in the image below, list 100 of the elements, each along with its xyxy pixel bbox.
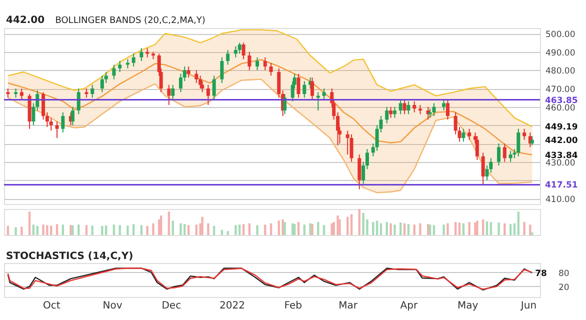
- bar: [112, 224, 116, 235]
- bar: [338, 219, 341, 235]
- bar: [46, 225, 48, 235]
- bar: [126, 226, 129, 235]
- candlestick: [412, 100, 416, 113]
- bar: [303, 224, 306, 235]
- bar: [207, 223, 210, 235]
- candlestick: [446, 99, 450, 120]
- candlestick: [392, 106, 396, 118]
- bar: [432, 225, 436, 235]
- bar: [394, 224, 396, 235]
- ref-line-label: 417.51: [545, 180, 578, 191]
- candlestick: [442, 99, 446, 111]
- bar: [118, 225, 121, 235]
- candlestick: [84, 88, 88, 98]
- candlestick: [502, 143, 506, 162]
- candlestick: [385, 106, 389, 124]
- bar: [264, 224, 266, 235]
- y-tick-label: 470.00: [546, 85, 576, 95]
- candlestick: [55, 121, 59, 138]
- candlestick: [530, 136, 534, 146]
- x-tick-label: Mar: [338, 300, 358, 312]
- candlestick: [468, 128, 472, 140]
- annotation: 449.19: [545, 122, 578, 133]
- bar: [187, 225, 190, 235]
- bar: [158, 219, 160, 235]
- bar: [160, 216, 162, 235]
- candlestick: [432, 102, 436, 116]
- candlestick: [186, 66, 190, 78]
- bar: [212, 226, 216, 235]
- candlestick: [242, 42, 246, 60]
- y-tick-label: 490.00: [546, 48, 576, 58]
- bar: [346, 216, 349, 235]
- candlestick: [263, 56, 267, 71]
- x-tick-label: Dec: [162, 300, 182, 312]
- bar: [413, 224, 416, 235]
- y-tick-label: 430.00: [546, 158, 576, 168]
- bar: [78, 224, 80, 235]
- candlestick: [481, 152, 485, 186]
- bar: [168, 212, 170, 235]
- candlestick: [20, 88, 24, 100]
- candlestick: [220, 56, 224, 84]
- chart-subtitle: BOLLINGER BANDS (20,C,2,MA,Y): [55, 16, 206, 26]
- candlestick: [14, 88, 18, 98]
- candlestick: [132, 53, 136, 67]
- bar: [446, 223, 449, 235]
- candlestick: [310, 77, 314, 100]
- y-tick-label: 20: [558, 282, 570, 293]
- bar: [400, 222, 402, 235]
- bar: [282, 219, 284, 235]
- bar: [152, 223, 154, 235]
- bar: [504, 223, 506, 235]
- bar: [238, 224, 241, 235]
- bar: [242, 224, 245, 235]
- candlestick: [462, 128, 466, 142]
- candlestick: [516, 128, 520, 157]
- bar: [358, 209, 360, 235]
- y-tick-label: 500.00: [546, 30, 576, 40]
- candlestick: [508, 150, 512, 162]
- bar: [234, 225, 237, 235]
- bar: [376, 220, 378, 235]
- candlestick: [475, 136, 479, 160]
- bar: [85, 225, 88, 235]
- bar: [523, 222, 526, 235]
- candlestick: [118, 60, 122, 72]
- candlestick: [76, 88, 80, 115]
- bar: [336, 216, 339, 235]
- bar: [419, 223, 422, 235]
- candlestick: [248, 51, 252, 71]
- bar: [322, 225, 326, 235]
- bar: [486, 221, 488, 235]
- x-tick-label: 2022: [220, 300, 245, 312]
- candlestick: [296, 73, 300, 98]
- candlestick: [358, 154, 362, 190]
- bar: [62, 224, 64, 235]
- bar: [498, 222, 500, 235]
- x-tick-label: May: [458, 300, 478, 312]
- bar: [201, 216, 204, 235]
- candlestick: [522, 128, 526, 140]
- line-series: [7, 59, 533, 156]
- bar: [56, 224, 58, 235]
- candlestick: [212, 75, 216, 100]
- candlestick: [238, 42, 242, 54]
- candlestick: [206, 84, 210, 106]
- candlestick: [226, 50, 230, 66]
- bar: [180, 223, 182, 235]
- bar: [350, 214, 353, 235]
- bar: [474, 222, 476, 235]
- bar: [132, 224, 135, 235]
- bar: [32, 224, 35, 235]
- bar: [195, 224, 198, 235]
- bar: [14, 227, 17, 235]
- candlestick: [100, 75, 104, 93]
- bar: [386, 222, 388, 235]
- candlestick: [269, 62, 273, 76]
- x-tick-label: Jun: [520, 300, 537, 312]
- candlestick: [194, 70, 198, 84]
- bar: [476, 220, 478, 235]
- bar: [284, 222, 286, 235]
- bar: [184, 224, 186, 235]
